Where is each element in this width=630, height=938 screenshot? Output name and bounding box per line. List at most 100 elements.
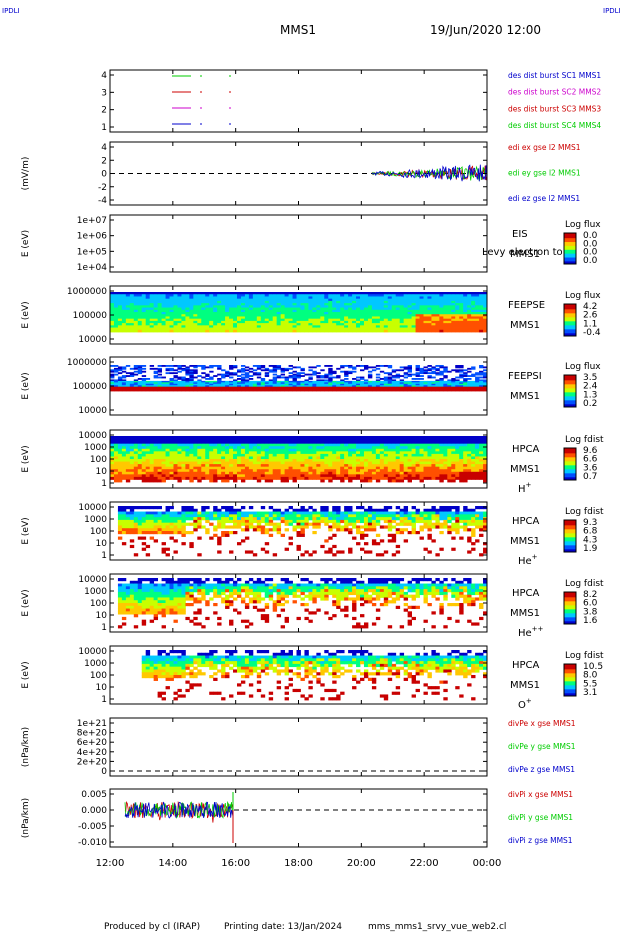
spectrogram-cell xyxy=(249,375,253,377)
spectrogram-cell xyxy=(300,459,304,462)
spectrogram-cell xyxy=(114,449,118,452)
spectrogram-cell xyxy=(130,477,134,480)
spectrogram-cell xyxy=(253,469,257,472)
spectrogram-cell xyxy=(177,472,181,475)
spectrogram-cell xyxy=(427,365,431,367)
spectrogram-cell xyxy=(221,330,225,333)
spectrogram-cell xyxy=(388,454,392,457)
spectrogram-cell xyxy=(356,439,360,442)
spectrogram-cell xyxy=(316,449,320,452)
spectrogram-cell xyxy=(360,459,364,462)
spectrogram-cell xyxy=(229,436,233,439)
spectrogram-cell xyxy=(332,472,336,475)
spectrogram-cell xyxy=(364,459,368,462)
spectrogram-cell xyxy=(412,462,416,465)
spectrogram-cell xyxy=(150,446,154,449)
spectrogram-cell xyxy=(376,330,380,333)
spectrogram-cell xyxy=(328,479,332,482)
spectrogram-cell xyxy=(142,375,146,377)
spectrogram-cell xyxy=(384,451,388,454)
spectrogram-cell xyxy=(158,459,162,462)
spectrogram-cell xyxy=(416,477,420,480)
spectrogram-cell xyxy=(297,451,301,454)
spectrogram-cell xyxy=(257,477,261,480)
spectrogram-cell xyxy=(126,474,130,477)
spectrogram-cell xyxy=(297,472,301,475)
spectrogram-cell xyxy=(173,446,177,449)
panel-hpca_h: Log fdist9.66.63.60.7HPCAMMS1H+100001000… xyxy=(21,430,604,495)
spectrogram-cell xyxy=(126,479,130,482)
spectrogram-cell xyxy=(328,474,332,477)
spectrogram-cell xyxy=(134,467,138,470)
spectrogram-cell xyxy=(257,479,261,482)
spectrogram-cell xyxy=(217,449,221,452)
spectrogram-cell xyxy=(241,472,245,475)
spectrogram-cell xyxy=(447,371,451,373)
spectrogram-cell xyxy=(376,462,380,465)
spectrogram-cell xyxy=(467,462,471,465)
spectrogram-cell xyxy=(455,377,459,379)
spectrogram-cell xyxy=(217,446,221,449)
spectrogram-cell xyxy=(293,462,297,465)
spectrogram-cell xyxy=(308,451,312,454)
spectrogram-cell xyxy=(189,451,193,454)
spectrogram-cell xyxy=(424,444,428,447)
spectrogram-cell xyxy=(241,479,245,482)
spectrogram-cell xyxy=(197,464,201,467)
spectrogram-cell xyxy=(233,464,237,467)
spectrogram-cell xyxy=(225,439,229,442)
spectrogram-cell xyxy=(396,441,400,444)
species-label: H+ xyxy=(518,481,532,495)
spectrogram-cell xyxy=(467,467,471,470)
spectrogram-cell xyxy=(328,365,332,367)
spectrogram-cell xyxy=(229,441,233,444)
spectrogram-cell xyxy=(166,451,170,454)
spectrogram-cell xyxy=(384,464,388,467)
spectrogram-cell xyxy=(241,436,245,439)
spectrogram-cell xyxy=(185,390,189,392)
spectrogram-cell xyxy=(162,365,166,367)
spectrogram-cell xyxy=(312,441,316,444)
spectrogram-cell xyxy=(269,477,273,480)
spectrogram-cell xyxy=(193,330,197,333)
spectrogram-cell xyxy=(201,441,205,444)
spectrogram-cell xyxy=(209,472,213,475)
spectrogram-cell xyxy=(316,446,320,449)
spectrogram-cell xyxy=(257,464,261,467)
spectrogram-cell xyxy=(388,469,392,472)
spectrogram-cell xyxy=(328,390,332,392)
spectrogram-cell xyxy=(356,467,360,470)
spectrogram-cell xyxy=(416,439,420,442)
spectrogram-cell xyxy=(360,378,364,380)
spectrogram-cell xyxy=(170,390,174,392)
spectrogram-cell xyxy=(162,514,166,517)
spectrogram-cell xyxy=(416,390,420,392)
spectrogram-cell xyxy=(424,446,428,449)
spectrogram-cell xyxy=(181,462,185,465)
spectrogram-cell xyxy=(166,474,170,477)
spectrogram-cell xyxy=(447,390,451,392)
spectrogram-cell xyxy=(424,366,428,368)
spectrogram-cell xyxy=(348,372,352,374)
spectrogram-cell xyxy=(253,464,257,467)
spectrogram-cell xyxy=(384,446,388,449)
spectrogram-cell xyxy=(308,374,312,376)
spectrogram-cell xyxy=(201,454,205,457)
y-tick-label: 10000 xyxy=(78,335,107,345)
spectrogram-cell xyxy=(312,446,316,449)
spectrogram-cell xyxy=(249,441,253,444)
spectrogram-cell xyxy=(443,456,447,459)
spectrogram-cell xyxy=(197,456,201,459)
spectrogram-cell xyxy=(162,531,166,534)
spectrogram-cell xyxy=(237,467,241,470)
spectrogram-cell xyxy=(328,456,332,459)
spectrogram-cell xyxy=(408,472,412,475)
spectrogram-cell xyxy=(420,474,424,477)
spectrogram-cell xyxy=(344,446,348,449)
spectrogram-cell xyxy=(435,462,439,465)
spectrogram-cell xyxy=(205,472,209,475)
spectrogram-cell xyxy=(431,368,435,370)
spectrogram-cell xyxy=(479,377,483,379)
spectrogram-cell xyxy=(344,477,348,480)
header-spacecraft: MMS1 xyxy=(280,23,316,37)
